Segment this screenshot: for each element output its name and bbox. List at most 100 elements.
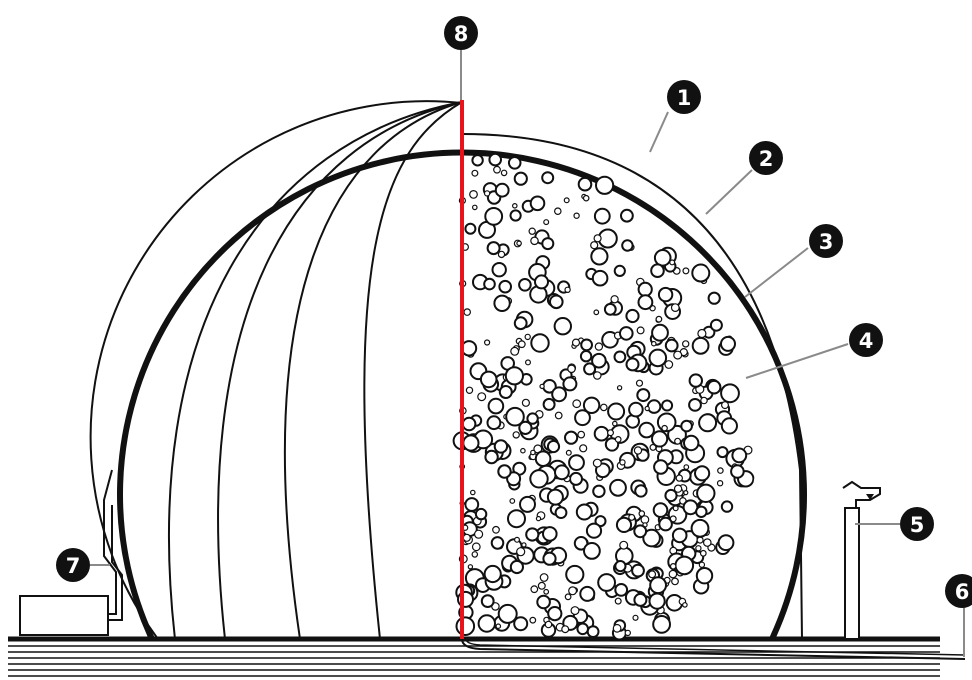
bubble [601, 331, 619, 349]
bubble [517, 340, 526, 349]
bubble [488, 152, 503, 167]
bubble [670, 303, 680, 313]
bubble [536, 594, 551, 610]
bubble [564, 593, 572, 601]
bubble [655, 315, 663, 323]
bubble [607, 402, 626, 421]
bubble [570, 606, 580, 616]
callout-5-label: 5 [910, 513, 925, 537]
bubble [682, 267, 690, 275]
bubble [471, 154, 484, 167]
bubble [513, 316, 528, 331]
bubble [583, 542, 601, 560]
bubble [657, 286, 674, 303]
bubble [636, 326, 645, 335]
bubble [628, 513, 636, 521]
bubble [529, 195, 546, 212]
bubble [541, 237, 555, 251]
bubble [646, 399, 662, 414]
bubble [493, 165, 501, 174]
bubble [463, 308, 472, 316]
bubble [544, 620, 553, 629]
bubble [497, 250, 506, 259]
bubble [696, 536, 704, 544]
bubble [509, 498, 516, 504]
bubble [597, 573, 616, 592]
bubble [694, 465, 711, 482]
bubble [636, 388, 651, 403]
bubble [513, 171, 528, 186]
bubble [593, 207, 611, 225]
bubble [590, 247, 609, 266]
bubble [530, 333, 550, 353]
bubble [543, 588, 550, 595]
bubble [674, 437, 682, 445]
bubble [653, 248, 672, 267]
callout-7: 7 [56, 548, 90, 582]
bubble [509, 209, 522, 222]
bubble [497, 464, 512, 479]
bubble [592, 371, 602, 380]
bubble [539, 383, 545, 390]
bubble [673, 350, 683, 360]
bubble [650, 340, 657, 347]
bubble [613, 350, 627, 364]
bubble [669, 259, 676, 266]
bubble [484, 449, 499, 465]
bubble [486, 241, 501, 256]
bubble [595, 175, 615, 195]
callout-8: 8 [444, 16, 478, 50]
bubble [484, 207, 504, 226]
bubble [591, 352, 607, 369]
bubble [664, 488, 678, 503]
bubble [462, 533, 471, 542]
bubble [511, 203, 518, 209]
dome-seams [167, 101, 463, 640]
bubble [651, 323, 669, 342]
bubble [614, 560, 627, 573]
bubble [464, 222, 477, 235]
bubble [652, 502, 669, 518]
bubble [483, 277, 496, 291]
bubble [644, 405, 650, 412]
bubble [609, 478, 627, 497]
bubble [702, 538, 712, 547]
bubble [518, 278, 532, 292]
inner-membrane [461, 133, 803, 640]
bubble [573, 212, 580, 219]
bubble [554, 464, 570, 481]
bubble [493, 439, 509, 454]
bubble [469, 489, 476, 496]
bubble [619, 459, 626, 466]
bubble [577, 430, 586, 439]
bubble [585, 522, 603, 539]
callout-2: 2 [749, 141, 783, 175]
bubble [474, 529, 484, 539]
bubble [632, 614, 639, 621]
bubble [648, 348, 668, 368]
bubble [593, 309, 600, 316]
bubble [633, 446, 643, 455]
bubble [614, 597, 622, 605]
bubble [498, 385, 513, 399]
bubble [535, 515, 542, 522]
bubble [590, 241, 599, 250]
bubble [672, 505, 679, 512]
bubble [575, 503, 593, 521]
bubble [599, 403, 608, 412]
callout-4-label: 4 [859, 329, 874, 353]
bubble [530, 236, 539, 246]
bubble [624, 629, 632, 637]
bubble [613, 264, 626, 277]
bubble [543, 219, 550, 226]
bubble [547, 606, 563, 622]
bubble [507, 509, 526, 529]
bubble [695, 567, 714, 585]
callout-5: 5 [900, 507, 934, 541]
bubble [652, 615, 671, 634]
bubble [631, 563, 645, 578]
bubble [700, 396, 708, 405]
bubble [649, 576, 667, 595]
bubble [637, 294, 654, 311]
